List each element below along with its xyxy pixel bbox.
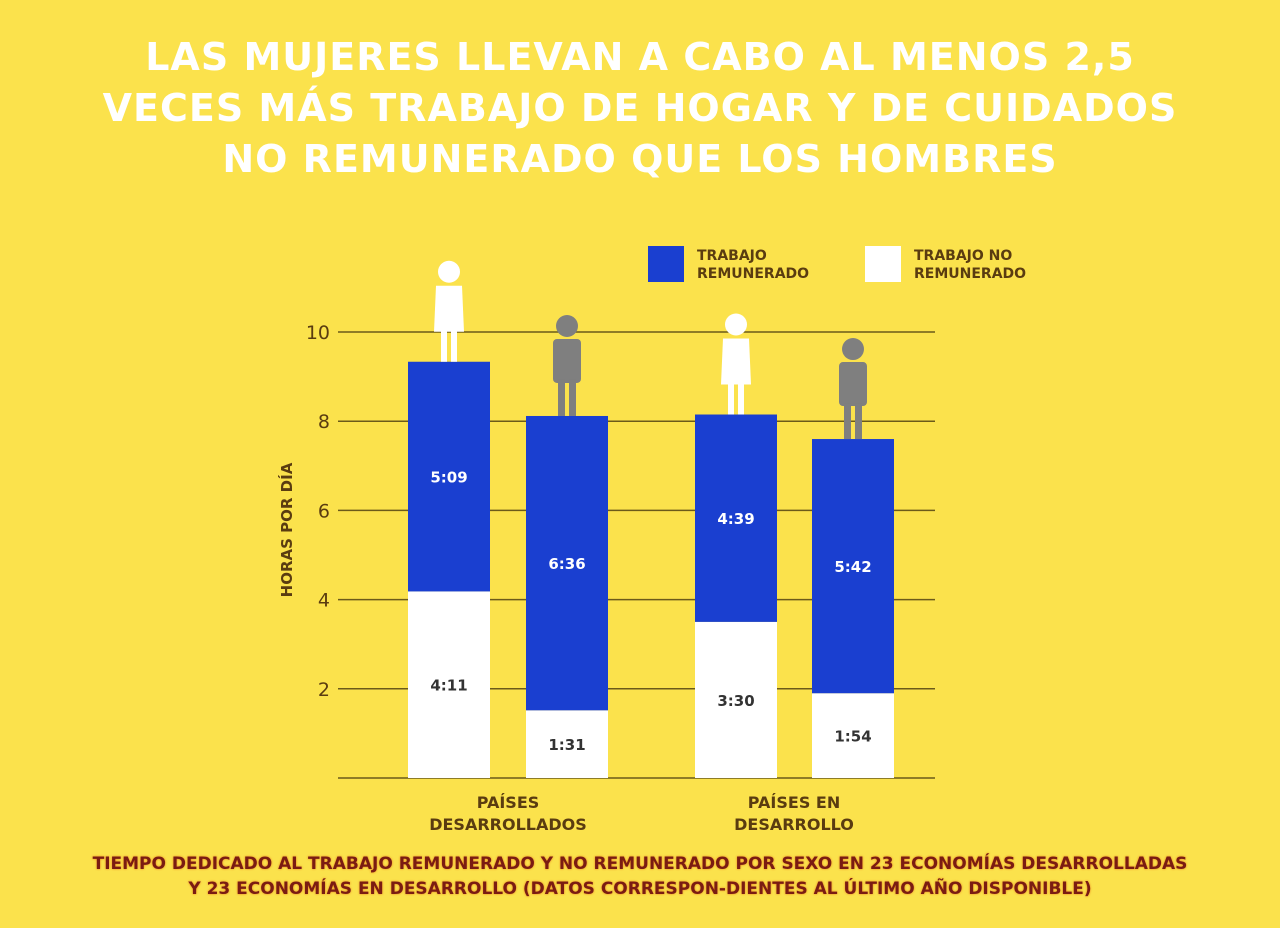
y-tick-label: 8 [318,411,330,433]
bar-unpaid [408,591,490,778]
figure-body [721,338,751,385]
bar-unpaid [812,693,894,778]
data-label-unpaid: 1:54 [834,728,871,746]
x-tick-label: PAÍSES EN [748,793,840,812]
legend-swatch-paid [648,246,684,282]
data-label-paid: 6:36 [548,555,585,573]
title-line: NO REMUNERADO QUE LOS HOMBRES [222,137,1058,181]
legend-swatch-unpaid [865,246,901,282]
man-icon [553,314,581,416]
bar-paid [526,415,608,711]
y-tick-label: 4 [318,590,330,612]
bar-paid [408,361,490,592]
chart-caption: TIEMPO DEDICADO AL TRABAJO REMUNERADO Y … [0,852,1280,902]
figure-leg [738,383,744,415]
figure-head [556,314,578,337]
figure-leg [569,379,576,416]
title-line: LAS MUJERES LLEVAN A CABO AL MENOS 2,5 [145,35,1135,79]
data-label-unpaid: 1:31 [548,736,585,754]
data-label-paid: 4:39 [717,510,754,528]
figure-head [438,260,460,283]
figure-leg [558,379,565,416]
x-axis-labels: PAÍSES DESARROLLADOS PAÍSES EN DESARROLL… [429,793,854,834]
legend-label-paid: TRABAJO [697,248,767,264]
man-icon [839,338,867,440]
figure-leg [441,330,447,362]
data-label-unpaid: 3:30 [717,692,754,710]
figure-leg [855,403,862,440]
y-tick-label: 6 [318,500,330,522]
figure-head [842,338,864,361]
y-axis-label: HORAS POR DÍA [277,462,296,597]
figure-body [839,362,867,407]
title-line: VECES MÁS TRABAJO DE HOGAR Y DE CUIDADOS [102,86,1178,130]
data-label-unpaid: 4:11 [430,677,467,695]
caption-line: Y 23 ECONOMÍAS EN DESARROLLO (DATOS CORR… [188,879,1092,899]
woman-icon [434,260,464,362]
figure-leg [728,383,734,415]
figure-head [725,313,747,336]
bar-paid [812,439,894,694]
legend-label-unpaid: TRABAJO NO [914,248,1012,264]
x-tick-label: DESARROLLO [734,815,854,834]
data-label-paid: 5:09 [430,469,467,487]
legend-label-paid: REMUNERADO [697,266,809,282]
y-tick-label: 10 [306,322,330,344]
legend-label-unpaid: REMUNERADO [914,266,1026,282]
legend: TRABAJO REMUNERADO TRABAJO NO REMUNERADO [648,246,1026,282]
figure-body [553,338,581,383]
data-label-paid: 5:42 [834,558,871,576]
bar-unpaid [526,710,608,778]
chart-title: LAS MUJERES LLEVAN A CABO AL MENOS 2,5 V… [0,32,1280,185]
bar-paid [695,414,777,622]
bar-unpaid [695,621,777,778]
x-tick-label: PAÍSES [477,793,540,812]
figure-leg [451,330,457,362]
y-tick-label: 2 [318,679,330,701]
figure-leg [844,403,851,440]
x-tick-label: DESARROLLADOS [429,815,587,834]
caption-line: TIEMPO DEDICADO AL TRABAJO REMUNERADO Y … [92,854,1188,874]
woman-icon [721,313,751,415]
figure-body [434,285,464,332]
